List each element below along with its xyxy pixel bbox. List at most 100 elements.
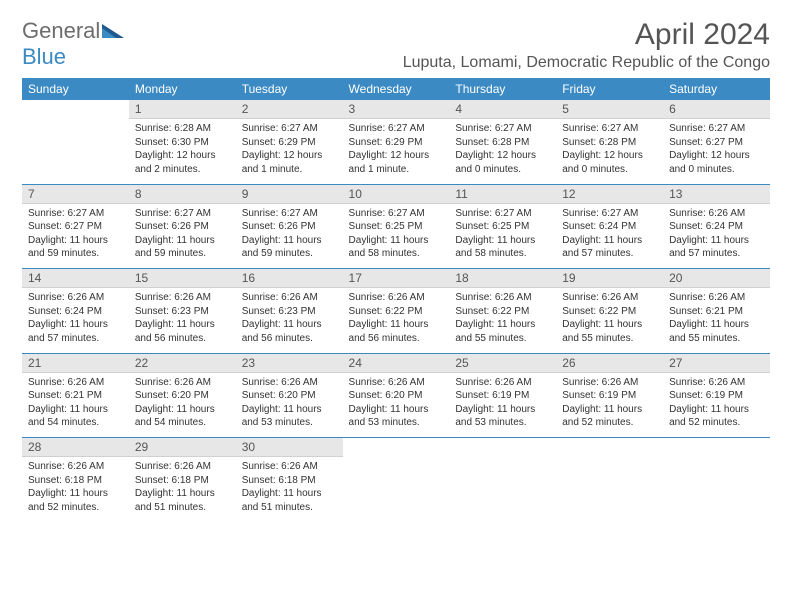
daylight-line2: and 59 minutes.	[242, 247, 337, 261]
sunrise-text: Sunrise: 6:26 AM	[562, 291, 657, 305]
daylight-line1: Daylight: 11 hours	[28, 487, 123, 501]
day-number: 27	[663, 354, 770, 373]
sunrise-text: Sunrise: 6:27 AM	[349, 122, 444, 136]
sunrise-text: Sunrise: 6:26 AM	[455, 376, 550, 390]
daylight-line2: and 59 minutes.	[135, 247, 230, 261]
weekday-header: Sunday	[22, 78, 129, 100]
day-number: 11	[449, 185, 556, 204]
week-row: 21Sunrise: 6:26 AMSunset: 6:21 PMDayligh…	[22, 354, 770, 438]
week-row: 14Sunrise: 6:26 AMSunset: 6:24 PMDayligh…	[22, 269, 770, 353]
daylight-line1: Daylight: 12 hours	[349, 149, 444, 163]
day-cell: 26Sunrise: 6:26 AMSunset: 6:19 PMDayligh…	[556, 354, 663, 438]
sunset-text: Sunset: 6:29 PM	[242, 136, 337, 150]
day-number: 28	[22, 438, 129, 457]
day-cell: 12Sunrise: 6:27 AMSunset: 6:24 PMDayligh…	[556, 185, 663, 269]
location-subtitle: Luputa, Lomami, Democratic Republic of t…	[403, 54, 770, 72]
sunset-text: Sunset: 6:26 PM	[135, 220, 230, 234]
sunset-text: Sunset: 6:18 PM	[135, 474, 230, 488]
daylight-line2: and 56 minutes.	[135, 332, 230, 346]
sunrise-text: Sunrise: 6:26 AM	[242, 376, 337, 390]
sunset-text: Sunset: 6:27 PM	[28, 220, 123, 234]
sunset-text: Sunset: 6:18 PM	[242, 474, 337, 488]
sunrise-text: Sunrise: 6:27 AM	[242, 122, 337, 136]
weekday-header: Friday	[556, 78, 663, 100]
sunset-text: Sunset: 6:22 PM	[455, 305, 550, 319]
daylight-line2: and 54 minutes.	[28, 416, 123, 430]
sunset-text: Sunset: 6:24 PM	[562, 220, 657, 234]
sunset-text: Sunset: 6:20 PM	[135, 389, 230, 403]
sunrise-text: Sunrise: 6:27 AM	[28, 207, 123, 221]
sunset-text: Sunset: 6:24 PM	[28, 305, 123, 319]
day-cell	[343, 438, 450, 522]
daylight-line1: Daylight: 11 hours	[562, 234, 657, 248]
day-number: 23	[236, 354, 343, 373]
daylight-line2: and 57 minutes.	[28, 332, 123, 346]
calendar-table: Sunday Monday Tuesday Wednesday Thursday…	[22, 78, 770, 522]
page-title: April 2024	[403, 18, 770, 52]
day-cell: 7Sunrise: 6:27 AMSunset: 6:27 PMDaylight…	[22, 185, 129, 269]
daylight-line1: Daylight: 11 hours	[135, 234, 230, 248]
day-cell: 21Sunrise: 6:26 AMSunset: 6:21 PMDayligh…	[22, 354, 129, 438]
day-cell: 5Sunrise: 6:27 AMSunset: 6:28 PMDaylight…	[556, 100, 663, 184]
sunset-text: Sunset: 6:28 PM	[562, 136, 657, 150]
sunset-text: Sunset: 6:29 PM	[349, 136, 444, 150]
sunset-text: Sunset: 6:22 PM	[349, 305, 444, 319]
day-cell: 30Sunrise: 6:26 AMSunset: 6:18 PMDayligh…	[236, 438, 343, 522]
day-cell: 4Sunrise: 6:27 AMSunset: 6:28 PMDaylight…	[449, 100, 556, 184]
daylight-line1: Daylight: 11 hours	[242, 318, 337, 332]
day-body: Sunrise: 6:28 AMSunset: 6:30 PMDaylight:…	[129, 119, 236, 180]
sunrise-text: Sunrise: 6:27 AM	[349, 207, 444, 221]
logo-text-blue: Blue	[22, 44, 66, 69]
sunrise-text: Sunrise: 6:27 AM	[242, 207, 337, 221]
sunset-text: Sunset: 6:19 PM	[669, 389, 764, 403]
day-number: 10	[343, 185, 450, 204]
day-body: Sunrise: 6:27 AMSunset: 6:25 PMDaylight:…	[343, 204, 450, 265]
day-cell: 10Sunrise: 6:27 AMSunset: 6:25 PMDayligh…	[343, 185, 450, 269]
day-body: Sunrise: 6:27 AMSunset: 6:25 PMDaylight:…	[449, 204, 556, 265]
sunset-text: Sunset: 6:25 PM	[455, 220, 550, 234]
day-cell: 18Sunrise: 6:26 AMSunset: 6:22 PMDayligh…	[449, 269, 556, 353]
weekday-header: Tuesday	[236, 78, 343, 100]
sunset-text: Sunset: 6:19 PM	[455, 389, 550, 403]
weekday-header-row: Sunday Monday Tuesday Wednesday Thursday…	[22, 78, 770, 100]
day-body: Sunrise: 6:26 AMSunset: 6:19 PMDaylight:…	[663, 373, 770, 434]
sunrise-text: Sunrise: 6:26 AM	[349, 376, 444, 390]
weekday-header: Wednesday	[343, 78, 450, 100]
sunrise-text: Sunrise: 6:27 AM	[562, 207, 657, 221]
daylight-line1: Daylight: 11 hours	[135, 318, 230, 332]
day-body: Sunrise: 6:26 AMSunset: 6:23 PMDaylight:…	[129, 288, 236, 349]
day-body: Sunrise: 6:26 AMSunset: 6:23 PMDaylight:…	[236, 288, 343, 349]
daylight-line2: and 1 minute.	[242, 163, 337, 177]
day-body: Sunrise: 6:26 AMSunset: 6:22 PMDaylight:…	[449, 288, 556, 349]
sunset-text: Sunset: 6:23 PM	[135, 305, 230, 319]
daylight-line2: and 56 minutes.	[349, 332, 444, 346]
daylight-line1: Daylight: 12 hours	[562, 149, 657, 163]
day-number: 22	[129, 354, 236, 373]
day-number: 21	[22, 354, 129, 373]
day-body: Sunrise: 6:26 AMSunset: 6:24 PMDaylight:…	[22, 288, 129, 349]
daylight-line2: and 51 minutes.	[135, 501, 230, 515]
daylight-line2: and 53 minutes.	[455, 416, 550, 430]
daylight-line2: and 1 minute.	[349, 163, 444, 177]
daylight-line2: and 52 minutes.	[28, 501, 123, 515]
day-cell: 13Sunrise: 6:26 AMSunset: 6:24 PMDayligh…	[663, 185, 770, 269]
day-number: 29	[129, 438, 236, 457]
day-body: Sunrise: 6:27 AMSunset: 6:27 PMDaylight:…	[663, 119, 770, 180]
daylight-line1: Daylight: 11 hours	[28, 403, 123, 417]
sunrise-text: Sunrise: 6:28 AM	[135, 122, 230, 136]
day-cell: 3Sunrise: 6:27 AMSunset: 6:29 PMDaylight…	[343, 100, 450, 184]
day-number: 30	[236, 438, 343, 457]
day-number: 1	[129, 100, 236, 119]
day-body: Sunrise: 6:26 AMSunset: 6:24 PMDaylight:…	[663, 204, 770, 265]
sunrise-text: Sunrise: 6:26 AM	[135, 291, 230, 305]
day-cell	[556, 438, 663, 522]
day-body: Sunrise: 6:26 AMSunset: 6:20 PMDaylight:…	[343, 373, 450, 434]
daylight-line1: Daylight: 11 hours	[135, 403, 230, 417]
day-number: 24	[343, 354, 450, 373]
sunrise-text: Sunrise: 6:27 AM	[669, 122, 764, 136]
sunrise-text: Sunrise: 6:26 AM	[669, 291, 764, 305]
day-cell: 25Sunrise: 6:26 AMSunset: 6:19 PMDayligh…	[449, 354, 556, 438]
day-cell: 29Sunrise: 6:26 AMSunset: 6:18 PMDayligh…	[129, 438, 236, 522]
daylight-line1: Daylight: 12 hours	[455, 149, 550, 163]
daylight-line1: Daylight: 11 hours	[455, 318, 550, 332]
